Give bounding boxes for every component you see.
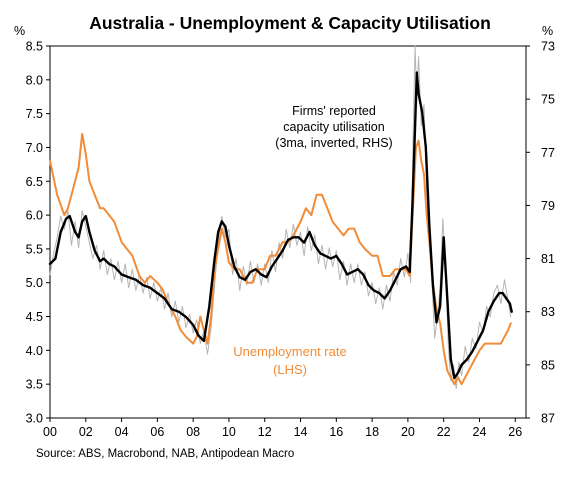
source-note: Source: ABS, Macrobond, NAB, Antipodean … xyxy=(36,448,294,460)
left-tick-label: 4.5 xyxy=(26,310,43,324)
left-tick-label: 8.0 xyxy=(26,73,43,87)
x-tick-label: 24 xyxy=(473,425,487,439)
unemployment-annotation-line-1: Unemployment rate xyxy=(233,344,346,359)
right-tick-label: 81 xyxy=(541,252,555,266)
x-tick-label: 08 xyxy=(186,425,200,439)
right-tick-label: 75 xyxy=(541,93,555,107)
x-tick-label: 16 xyxy=(329,425,343,439)
right-tick-label: 77 xyxy=(541,146,555,160)
x-tick-label: 20 xyxy=(401,425,415,439)
left-tick-label: 7.5 xyxy=(26,107,43,121)
capacity-utilisation-3ma-line xyxy=(48,71,513,380)
x-tick-label: 00 xyxy=(43,425,57,439)
right-tick-label: 79 xyxy=(541,199,555,213)
series-layer xyxy=(48,45,513,390)
left-tick-label: 4.0 xyxy=(26,344,43,358)
unemployment-annotation-line-2: (LHS) xyxy=(273,362,307,377)
left-y-axis: 8.5 8.0 7.5 7.0 6.5 6.0 5.5 5.0 4.5 4.0 3.5 3.0 xyxy=(26,40,50,426)
x-tick-label: 14 xyxy=(294,425,308,439)
x-tick-label: 02 xyxy=(79,425,93,439)
unemployment-annotation: Unemployment rate (LHS) xyxy=(233,344,346,377)
x-tick-label: 06 xyxy=(150,425,164,439)
left-tick-label: 5.0 xyxy=(26,276,43,290)
x-tick-label: 18 xyxy=(365,425,379,439)
right-tick-label: 85 xyxy=(541,358,555,372)
left-tick-label: 6.0 xyxy=(26,209,43,223)
right-tick-label: 73 xyxy=(541,40,555,54)
right-tick-label: 83 xyxy=(541,305,555,319)
left-tick-label: 7.0 xyxy=(26,141,43,155)
x-tick-label: 22 xyxy=(437,425,451,439)
right-tick-label: 87 xyxy=(541,412,555,426)
left-axis-unit: % xyxy=(14,24,25,38)
right-axis-unit: % xyxy=(542,24,553,38)
capacity-annotation-line-3: (3ma, inverted, RHS) xyxy=(275,136,392,150)
x-tick-label: 12 xyxy=(258,425,272,439)
x-tick-label: 04 xyxy=(115,425,129,439)
capacity-annotation: Firms' reported capacity utilisation (3m… xyxy=(275,104,392,150)
left-tick-label: 5.5 xyxy=(26,242,43,256)
x-tick-label: 26 xyxy=(508,425,522,439)
capacity-annotation-line-1: Firms' reported xyxy=(292,104,376,118)
left-tick-label: 8.5 xyxy=(26,40,43,54)
plot-frame xyxy=(49,45,527,419)
x-tick-label: 10 xyxy=(222,425,236,439)
right-y-axis: 73 75 77 79 81 83 85 87 xyxy=(526,40,555,426)
left-tick-label: 3.0 xyxy=(26,412,43,426)
x-axis: 00 02 04 06 08 10 12 14 16 18 20 22 24 26 xyxy=(43,418,522,439)
capacity-annotation-line-2: capacity utilisation xyxy=(283,120,384,134)
left-tick-label: 3.5 xyxy=(26,378,43,392)
chart-title: Australia - Unemployment & Capacity Util… xyxy=(89,13,491,33)
unemployment-rate-line xyxy=(49,132,512,386)
left-tick-label: 6.5 xyxy=(26,175,43,189)
